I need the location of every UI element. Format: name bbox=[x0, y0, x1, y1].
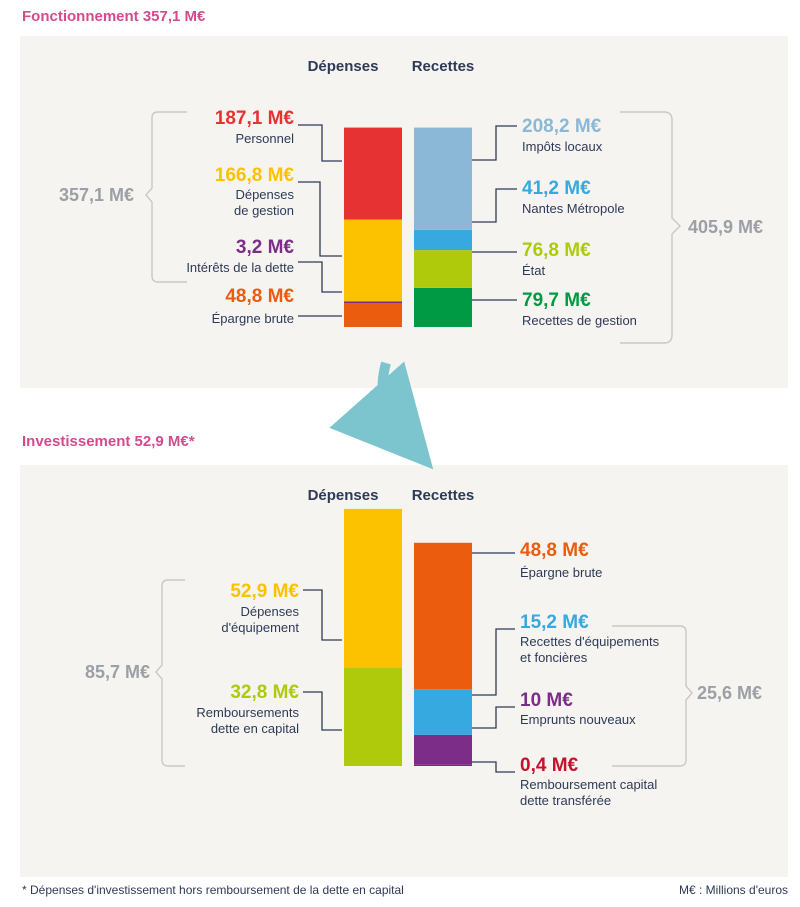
total-depenses-inv: 85,7 M€ bbox=[85, 662, 150, 682]
value-nantes: 41,2 M€ bbox=[522, 178, 591, 199]
connector bbox=[472, 188, 517, 223]
value-remb-capital: 0,4 M€ bbox=[520, 755, 579, 776]
connector bbox=[472, 125, 517, 161]
connector bbox=[472, 761, 515, 773]
depenses-bar-segment bbox=[344, 667, 402, 766]
value-interets: 3,2 M€ bbox=[236, 237, 295, 258]
panel-investissement bbox=[20, 465, 788, 877]
label-depenses-gestion: Dépenses de gestion bbox=[234, 187, 294, 218]
value-recettes-equipements: 15,2 M€ bbox=[520, 612, 589, 633]
footnote: * Dépenses d'investissement hors rembour… bbox=[22, 883, 404, 897]
brace-left bbox=[145, 111, 187, 283]
recettes-bar-segment bbox=[414, 229, 472, 251]
brace-right bbox=[612, 625, 693, 767]
label-emprunts: Emprunts nouveaux bbox=[520, 712, 636, 727]
value-recettes-gestion: 79,7 M€ bbox=[522, 290, 591, 311]
label-remb-capital: Remboursement capital dette transférée bbox=[520, 777, 657, 808]
label-remboursements: Remboursements dette en capital bbox=[196, 705, 299, 736]
connector bbox=[298, 261, 342, 293]
value-personnel: 187,1 M€ bbox=[215, 108, 295, 129]
depenses-bar-segment bbox=[344, 508, 402, 668]
header-depenses: Dépenses bbox=[308, 58, 379, 75]
value-epargne-inv: 48,8 M€ bbox=[520, 540, 589, 561]
value-etat: 76,8 M€ bbox=[522, 240, 591, 261]
recettes-bar-segment bbox=[414, 734, 472, 765]
connector bbox=[472, 706, 515, 729]
flow-arrow-icon bbox=[329, 361, 434, 470]
legend-unit: M€ : Millions d'euros bbox=[679, 883, 788, 897]
title-investissement: Investissement 52,9 M€* bbox=[22, 433, 195, 450]
total-recettes-inv: 25,6 M€ bbox=[697, 683, 762, 703]
title-fonctionnement: Fonctionnement 357,1 M€ bbox=[22, 8, 206, 25]
label-interets: Intérêts de la dette bbox=[186, 260, 294, 275]
depenses-bar-segment bbox=[344, 301, 402, 304]
label-etat: État bbox=[522, 263, 546, 278]
connector bbox=[303, 589, 342, 641]
recettes-bar-segment bbox=[414, 287, 472, 327]
connector bbox=[472, 628, 515, 696]
header-recettes: Recettes bbox=[412, 58, 475, 75]
bars-investissement bbox=[344, 508, 472, 766]
value-impots: 208,2 M€ bbox=[522, 116, 602, 137]
total-depenses-fonct: 357,1 M€ bbox=[59, 185, 134, 205]
total-recettes-fonct: 405,9 M€ bbox=[688, 217, 763, 237]
header-depenses: Dépenses bbox=[308, 487, 379, 504]
value-depenses-equipement: 52,9 M€ bbox=[230, 581, 299, 602]
label-impots: Impôts locaux bbox=[522, 139, 603, 154]
label-epargne-inv: Épargne brute bbox=[520, 565, 602, 580]
value-remboursements: 32,8 M€ bbox=[230, 682, 299, 703]
connector bbox=[298, 181, 342, 257]
recettes-bar-segment bbox=[414, 689, 472, 735]
label-epargne: Épargne brute bbox=[212, 311, 294, 326]
label-nantes: Nantes Métropole bbox=[522, 201, 625, 216]
panel-fonctionnement bbox=[20, 36, 788, 388]
value-emprunts: 10 M€ bbox=[520, 690, 573, 711]
recettes-bar-segment bbox=[414, 127, 472, 230]
label-recettes-gestion: Recettes de gestion bbox=[522, 313, 637, 328]
connector bbox=[303, 691, 342, 731]
connector bbox=[298, 124, 342, 162]
brace-left bbox=[155, 579, 185, 767]
recettes-bar-segment bbox=[414, 764, 472, 766]
depenses-bar-segment bbox=[344, 219, 402, 302]
value-epargne: 48,8 M€ bbox=[225, 286, 294, 307]
brace-right bbox=[620, 111, 681, 344]
header-recettes: Recettes bbox=[412, 487, 475, 504]
label-recettes-equipements: Recettes d'équipements et foncières bbox=[520, 634, 660, 665]
recettes-bar-segment bbox=[414, 250, 472, 288]
value-depenses-gestion: 166,8 M€ bbox=[215, 165, 295, 186]
label-depenses-equipement: Dépenses d'équipement bbox=[221, 604, 299, 635]
depenses-bar-segment bbox=[344, 127, 402, 220]
recettes-bar-segment bbox=[414, 542, 472, 690]
bars-fonctionnement bbox=[344, 127, 472, 327]
depenses-bar-segment bbox=[344, 303, 402, 327]
label-personnel: Personnel bbox=[235, 131, 294, 146]
